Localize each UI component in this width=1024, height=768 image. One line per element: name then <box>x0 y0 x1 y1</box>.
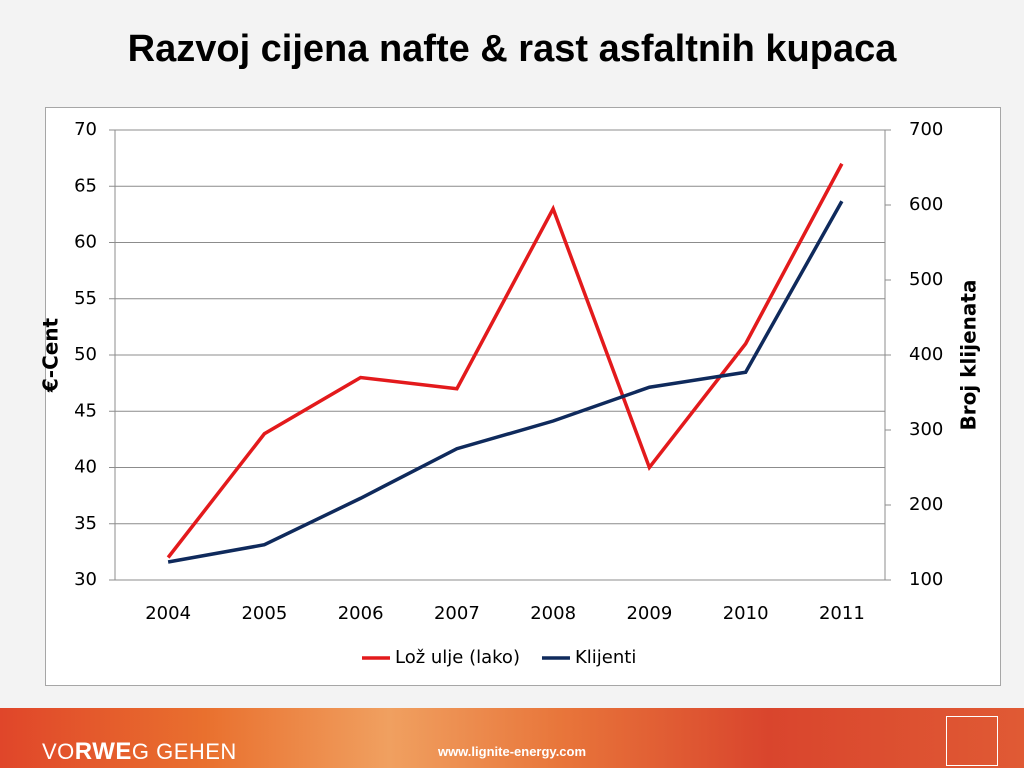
x-tick-label: 2005 <box>241 603 287 624</box>
logo <box>946 716 998 766</box>
data-line <box>166 162 844 559</box>
x-tick-label: 2008 <box>530 603 576 624</box>
y2-tick-label: 700 <box>909 119 943 140</box>
chart: €-Cent Broj klijenata 30 35 40 45 50 55 60 65 70… <box>39 119 981 668</box>
y-tick-label: 40 <box>74 457 97 478</box>
legend-label: Lož ulje (lako) <box>395 647 520 668</box>
y2-tick-label: 500 <box>909 269 943 290</box>
y-tick-label: 55 <box>74 288 97 309</box>
y2-tick-label: 100 <box>909 569 943 590</box>
y2-axis-label: Broj klijenata <box>957 280 981 431</box>
x-tick-label: 2006 <box>338 603 384 624</box>
y-tick-label: 45 <box>74 400 97 421</box>
x-tick-label: 2004 <box>145 603 191 624</box>
slogan-part: G GEHEN <box>131 739 237 764</box>
y-axis-label: €-Cent <box>39 317 63 393</box>
y-tick-label: 30 <box>74 569 97 590</box>
data-line <box>167 200 844 564</box>
y-tick-label: 60 <box>74 232 97 253</box>
y-tick-label: 50 <box>74 344 97 365</box>
footer: VORWEG GEHEN www.lignite-energy.com <box>0 708 1024 768</box>
slide-title: Razvoj cijena nafte & rast asfaltnih kup… <box>127 28 897 70</box>
slogan-brand: RWE <box>74 738 132 765</box>
y2-tick-label: 600 <box>909 194 943 215</box>
y2-tick-label: 200 <box>909 494 943 515</box>
legend-label: Klijenti <box>575 647 636 668</box>
x-tick-label: 2010 <box>723 603 769 624</box>
slogan-part: VO <box>42 739 75 764</box>
x-tick-label: 2009 <box>626 603 672 624</box>
y2-tick-label: 300 <box>909 419 943 440</box>
x-tick-label: 2011 <box>819 603 865 624</box>
footer-url: www.lignite-energy.com <box>437 744 587 759</box>
y-tick-label: 35 <box>74 513 97 534</box>
x-tick-label: 2007 <box>434 603 480 624</box>
y2-tick-label: 400 <box>909 344 943 365</box>
y-tick-label: 65 <box>74 175 97 196</box>
slogan: VORWEG GEHEN <box>42 738 237 766</box>
y-tick-label: 70 <box>74 119 97 140</box>
